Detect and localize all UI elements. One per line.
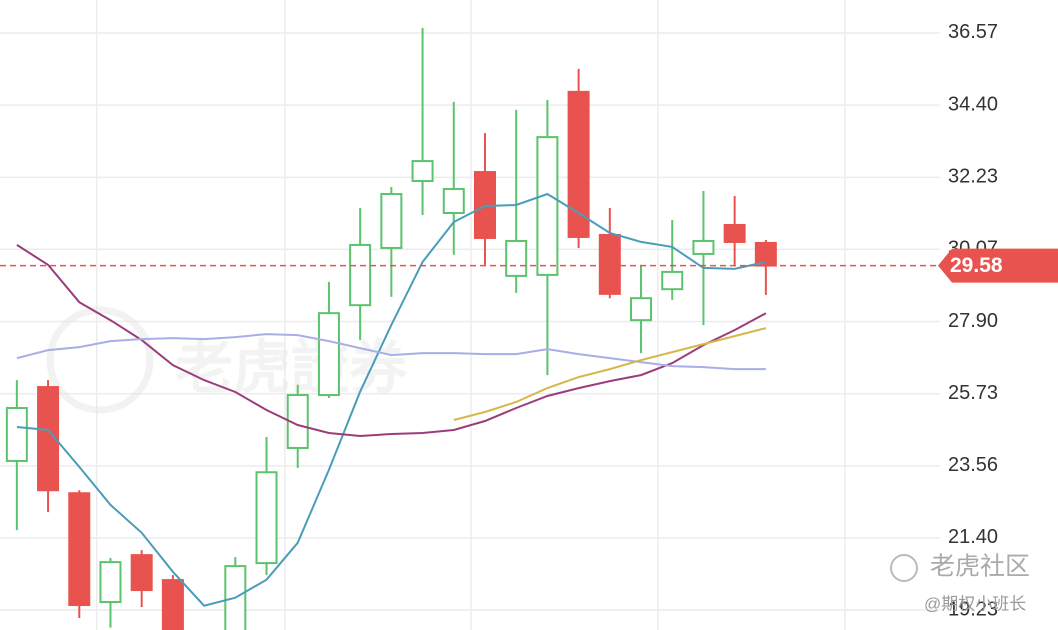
y-tick-label: 19.23: [948, 598, 998, 620]
candle-body: [411, 160, 434, 183]
community-logo: [890, 554, 918, 582]
y-tick-label: 23.56: [948, 454, 998, 476]
candle-body: [630, 297, 653, 322]
ma-line: [16, 192, 767, 607]
candle-body: [37, 386, 60, 492]
candle-body: [723, 223, 746, 243]
candle-body: [99, 561, 122, 604]
last-price-label: 29.58: [950, 254, 1003, 277]
plot-area: [0, 27, 940, 630]
candle-body: [536, 136, 559, 276]
y-tick-label: 27.90: [948, 310, 998, 332]
candle-body: [317, 312, 340, 397]
candle-body: [661, 270, 684, 291]
watermark-logo: [46, 306, 154, 414]
candle-body: [349, 243, 372, 307]
candle-body: [161, 579, 184, 630]
candle-body: [68, 492, 91, 607]
candle-body: [380, 193, 403, 249]
y-axis: 36.5734.4032.2330.0727.9025.7323.5621.40…: [948, 21, 998, 620]
community-mark: 老虎社区 @期权小班长: [890, 553, 1030, 613]
candle-body: [5, 407, 28, 462]
y-tick-label: 34.40: [948, 93, 998, 115]
watermark: 老虎證券: [46, 306, 408, 414]
y-tick-label: 25.73: [948, 382, 998, 404]
candle-body: [505, 239, 528, 277]
community-text: 老虎社区: [930, 553, 1030, 581]
author-text: @期权小班长: [924, 594, 1026, 613]
grid: [0, 0, 940, 630]
candle-body: [442, 188, 465, 214]
y-tick-label: 36.57: [948, 21, 998, 43]
y-tick-label: 21.40: [948, 526, 998, 548]
candle-body: [286, 394, 309, 449]
candle-body: [130, 554, 153, 592]
last-price-tag: [938, 248, 1058, 283]
ma-line: [16, 333, 766, 371]
watermark-text: 老虎證券: [175, 335, 408, 400]
candle-body: [567, 90, 590, 238]
candle-body: [255, 471, 278, 565]
candle-body: [692, 239, 715, 255]
ma-line: [453, 327, 767, 421]
y-tick-label: 32.23: [948, 166, 998, 188]
candle-body: [598, 233, 621, 295]
